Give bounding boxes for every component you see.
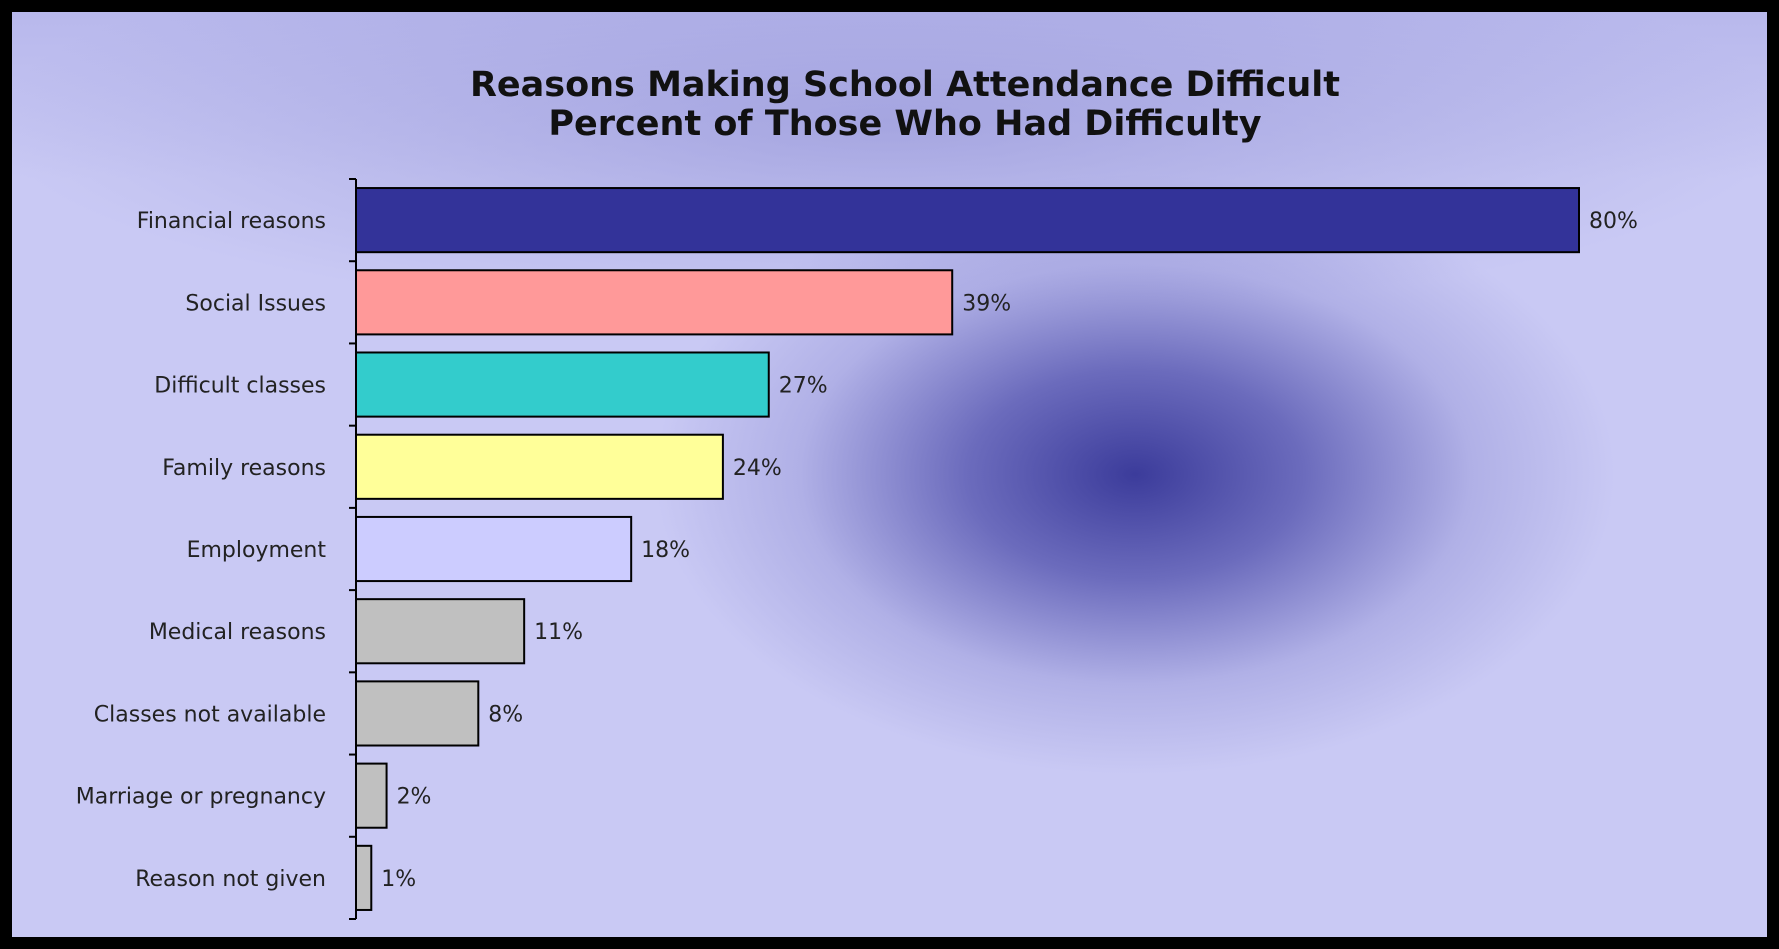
bar <box>355 269 954 336</box>
bar <box>355 680 480 747</box>
bar <box>355 844 373 911</box>
data-label: 80% <box>1589 209 1638 234</box>
data-label: 18% <box>641 538 690 563</box>
data-label: 39% <box>962 291 1011 316</box>
chart-subtitle: Percent of Those Who Had Difficulty <box>548 104 1261 144</box>
category-label: Family reasons <box>162 456 326 481</box>
bar <box>355 187 1580 254</box>
bar <box>355 515 633 583</box>
data-label: 27% <box>779 374 828 399</box>
bar <box>355 598 526 665</box>
category-labels: Financial reasons Social Issues Difficult … <box>76 209 327 892</box>
category-label: Financial reasons <box>137 209 326 234</box>
category-label: Employment <box>187 538 327 563</box>
category-label: Marriage or pregnancy <box>76 785 326 810</box>
value-labels: 80% 39% 27% 24% 18% 11% 8% 2% 1% <box>381 209 1638 892</box>
category-label: Reason not given <box>135 867 326 892</box>
category-label: Classes not available <box>94 702 326 727</box>
bar <box>355 433 724 500</box>
bar <box>355 351 770 418</box>
data-label: 1% <box>381 867 416 892</box>
data-label: 8% <box>488 702 523 727</box>
category-axis <box>349 178 357 920</box>
category-label: Medical reasons <box>149 620 326 645</box>
category-label: Difficult classes <box>154 374 326 399</box>
chart-background-glow <box>12 12 1767 937</box>
data-label: 11% <box>534 620 583 645</box>
data-label: 24% <box>733 456 782 481</box>
bar-chart: Reasons Making School Attendance Difficu… <box>76 65 1638 920</box>
data-label: 2% <box>397 785 432 810</box>
bars <box>355 187 1580 911</box>
category-label: Social Issues <box>185 291 326 316</box>
chart-title: Reasons Making School Attendance Difficu… <box>470 65 1340 105</box>
bar <box>355 762 388 829</box>
